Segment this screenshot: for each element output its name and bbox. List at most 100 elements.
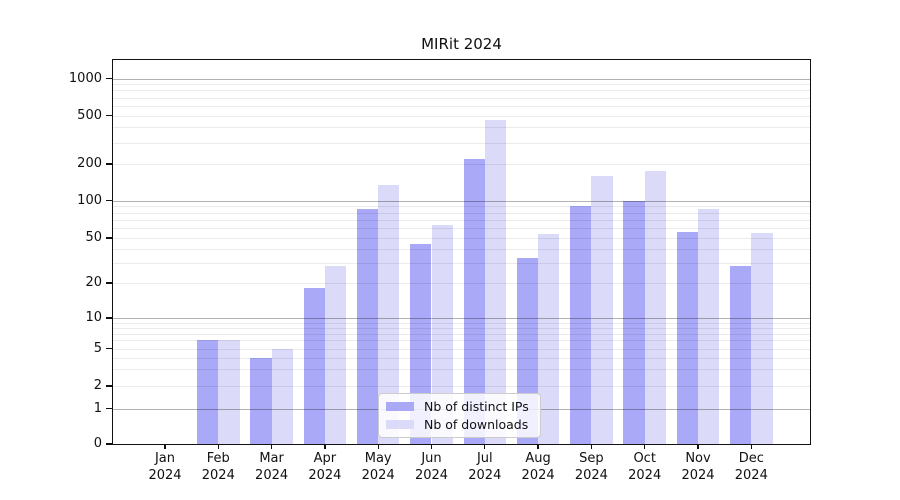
x-tick-label-line: 2024: [148, 467, 182, 483]
legend-swatch: [386, 402, 414, 412]
minor-gridline: [113, 228, 810, 230]
minor-gridline: [113, 283, 810, 284]
major-gridline: [113, 318, 810, 319]
x-tick-label-line: 2024: [734, 467, 768, 483]
x-tick-label: Jul 2024: [450, 451, 520, 484]
legend-swatch: [386, 419, 414, 429]
y-tick-label: 2: [93, 378, 102, 393]
y-tick-label: 1000: [68, 70, 102, 86]
x-tick-mark: [484, 444, 486, 449]
minor-gridline: [113, 322, 810, 324]
bar-downloads: [431, 225, 453, 444]
y-tick-label: 100: [77, 192, 102, 208]
minor-gridline: [113, 105, 810, 107]
minor-gridline: [113, 357, 810, 359]
bar-downloads: [484, 119, 507, 444]
major-gridline: [113, 78, 810, 80]
x-tick-label: Nov 2024: [663, 451, 733, 484]
bar-downloads: [698, 209, 720, 444]
minor-gridline: [113, 115, 810, 117]
y-tick-mark: [106, 282, 113, 284]
x-tick-label-line: 2024: [574, 467, 608, 483]
legend: Nb of distinct IPs Nb of downloads: [378, 393, 541, 438]
legend-label: Nb of distinct IPs: [424, 399, 529, 415]
bar-distinct-ips: [303, 288, 325, 444]
bar-distinct-ips: [197, 340, 219, 444]
x-tick-mark: [697, 444, 699, 449]
bar-distinct-ips: [570, 206, 592, 444]
x-tick-label: Dec 2024: [716, 451, 786, 484]
x-tick-label-line: 2024: [414, 467, 449, 483]
x-tick-label-line: Feb: [206, 451, 230, 466]
bar-distinct-ips: [250, 357, 272, 444]
y-tick-label: 20: [85, 275, 102, 290]
x-tick-label-line: Nov: [685, 451, 711, 466]
x-tick-label-line: Jun: [421, 451, 442, 466]
y-tick-mark: [106, 163, 113, 165]
y-tick-mark: [106, 385, 113, 387]
bar-distinct-ips: [676, 231, 698, 444]
x-tick-mark: [537, 444, 539, 449]
major-gridline: [113, 200, 810, 202]
bar-downloads: [218, 340, 240, 444]
y-tick-mark: [106, 77, 113, 80]
x-tick-label-line: Jan: [154, 451, 176, 466]
x-tick-mark: [377, 444, 379, 449]
x-tick-label: Jun 2024: [397, 451, 467, 484]
y-tick-label: 50: [85, 230, 102, 245]
minor-gridline: [113, 84, 810, 86]
bar-downloads: [324, 266, 347, 444]
x-tick-label-line: Sep: [579, 451, 604, 466]
x-tick-label-line: Mar: [259, 451, 284, 466]
x-tick-label-line: 2024: [308, 467, 342, 483]
y-tick-mark: [106, 114, 113, 117]
x-tick-label-line: 2024: [628, 467, 662, 483]
y-tick-label: 200: [77, 156, 102, 171]
minor-gridline: [113, 212, 810, 214]
minor-gridline: [113, 142, 810, 144]
minor-gridline: [113, 219, 810, 221]
y-tick-mark: [106, 407, 113, 410]
legend-label: Nb of downloads: [424, 416, 529, 432]
x-tick-label: Oct 2024: [610, 451, 680, 484]
x-tick-label: Mar 2024: [237, 451, 307, 484]
x-tick-label: Aug 2024: [503, 451, 573, 484]
minor-gridline: [113, 90, 810, 92]
minor-gridline: [113, 164, 810, 165]
x-tick-label: Jan 2024: [130, 451, 200, 484]
bar-distinct-ips: [356, 209, 379, 444]
y-tick-mark: [106, 443, 113, 445]
minor-gridline: [113, 340, 810, 342]
bar-downloads: [271, 348, 293, 444]
y-tick-label: 10: [85, 310, 102, 325]
minor-gridline: [113, 248, 810, 250]
y-tick-mark: [106, 317, 113, 319]
y-tick-label: 500: [77, 107, 102, 123]
bar-distinct-ips: [463, 158, 485, 444]
minor-gridline: [113, 263, 810, 265]
y-tick-mark: [106, 199, 113, 202]
x-tick-label: Apr 2024: [290, 451, 360, 484]
chart-title: MIRit 2024: [421, 35, 502, 53]
x-tick-mark: [324, 444, 326, 449]
x-tick-mark: [590, 444, 593, 449]
bar-distinct-ips: [730, 266, 752, 444]
x-tick-label-line: Oct: [633, 451, 656, 466]
x-tick-label: May 2024: [343, 451, 413, 484]
x-tick-mark: [750, 444, 752, 449]
x-tick-mark: [644, 444, 646, 449]
minor-gridline: [113, 386, 810, 387]
x-tick-label-line: 2024: [681, 467, 715, 483]
minor-gridline: [113, 327, 810, 329]
x-tick-label: Feb 2024: [183, 451, 253, 484]
legend-item: Nb of downloads: [386, 417, 533, 432]
minor-gridline: [113, 238, 810, 239]
minor-gridline: [113, 127, 810, 129]
x-tick-mark: [430, 444, 433, 449]
x-tick-label-line: May: [364, 451, 392, 466]
bar-downloads: [378, 184, 400, 444]
x-tick-label-line: Jul: [476, 451, 493, 466]
x-tick-label-line: 2024: [468, 467, 502, 483]
minor-gridline: [113, 348, 810, 350]
